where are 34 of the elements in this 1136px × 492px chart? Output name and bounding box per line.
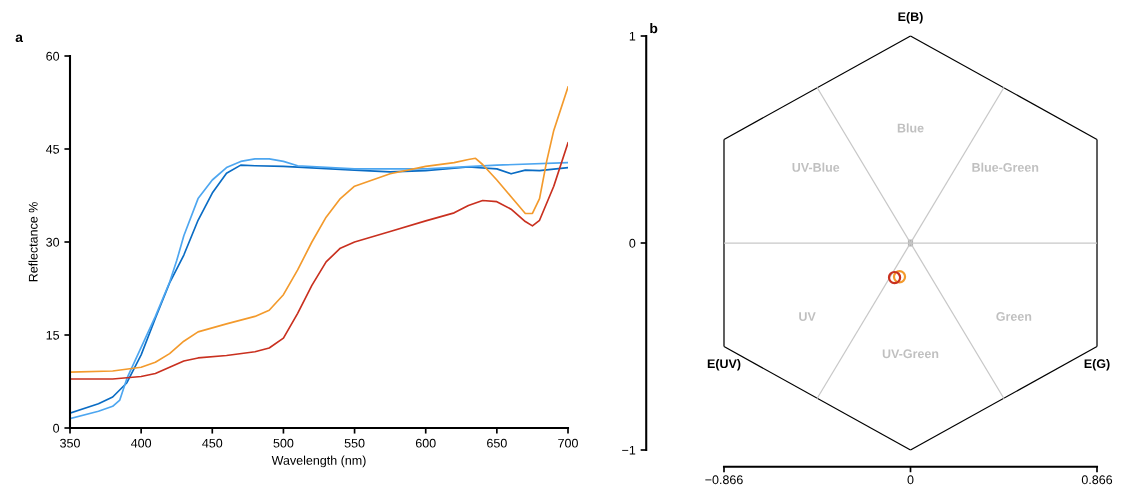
- x-tick-label: 0: [907, 475, 914, 485]
- x-axis-title: Wavelength (nm): [271, 455, 366, 468]
- line-series: [70, 86, 568, 374]
- x-tick-label: 400: [131, 438, 152, 448]
- y-tick-label: −1: [622, 445, 636, 455]
- y-tick-label: 45: [45, 144, 60, 154]
- annotation: E(UV): [707, 358, 741, 371]
- x-tick-label: −0.866: [705, 475, 743, 485]
- annotation: UV-Green: [882, 349, 939, 359]
- y-tick-label: 60: [46, 51, 60, 61]
- chart-title: a: [15, 34, 24, 43]
- x-tick-label: 350: [60, 438, 80, 448]
- x-tick-label: 500: [273, 438, 294, 448]
- text: E(B): [898, 11, 923, 24]
- annotation: UV-Blue: [792, 162, 840, 172]
- x-tick-label: 650: [487, 438, 507, 448]
- y-tick-label: 15: [46, 330, 60, 340]
- y-tick-label: 0: [629, 238, 636, 248]
- x-tick-label: 450: [202, 438, 223, 448]
- y-tick-label: 0: [53, 423, 60, 433]
- x-tick-label: 600: [415, 438, 436, 448]
- annotation: Blue-Green: [972, 162, 1039, 172]
- annotation: UV: [799, 312, 816, 321]
- y-tick-label: 30: [46, 237, 60, 247]
- annotation: Green: [996, 312, 1032, 321]
- x-tick-label: 0.866: [1081, 475, 1113, 485]
- x-tick-label: 550: [344, 438, 365, 448]
- x-tick-label: 700: [558, 438, 578, 448]
- line-series: [70, 141, 568, 380]
- y-tick-label: 1: [629, 31, 636, 41]
- annotation: Blue: [897, 123, 924, 133]
- annotation: E(G): [1084, 358, 1110, 371]
- chart-title: b: [650, 23, 658, 34]
- y-axis-title: Reflectance %: [28, 202, 38, 282]
